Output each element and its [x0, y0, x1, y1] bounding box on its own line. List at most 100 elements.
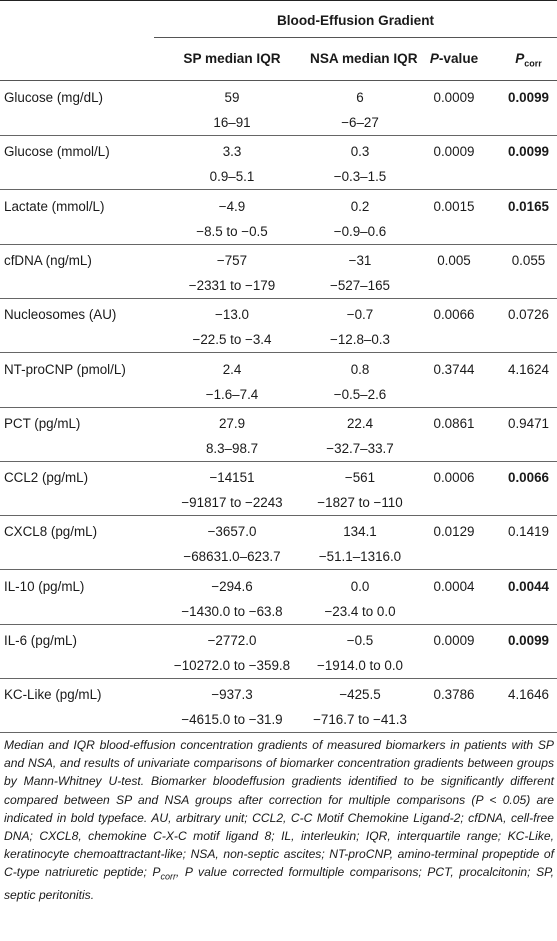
table-footnote: Median and IQR blood-effusion concentrat… [4, 738, 555, 903]
row-label: IL-10 (pg/mL) [4, 578, 85, 594]
row-label: Glucose (mmol/L) [4, 144, 110, 160]
group-header: Blood-Effusion Gradient [276, 13, 435, 28]
row-label: PCT (pg/mL) [4, 415, 81, 431]
table-row: Lactate (mmol/L) −4.9 −8.5 to −0.5 0.2 −0.9–… [0, 191, 557, 245]
p-corr: 4.1646 [508, 687, 549, 703]
nsa-median: −31 [348, 252, 372, 268]
sp-iqr: 0.9–5.1 [209, 169, 255, 185]
nsa-median: 134.1 [343, 524, 377, 540]
p-corr: 0.1419 [508, 524, 549, 540]
row-label: Nucleosomes (AU) [4, 307, 117, 323]
table-row: KC-Like (pg/mL) −937.3 −4615.0 to −31.9 −42… [0, 679, 557, 734]
p-value: 0.0015 [433, 198, 475, 214]
sp-median: 27.9 [218, 415, 246, 431]
nsa-median: −561 [344, 470, 376, 486]
column-header-p-value: P-value [429, 51, 479, 66]
sp-median: −3657.0 [207, 524, 257, 540]
p-corr: 0.0099 [508, 633, 549, 648]
p-value: 0.0861 [433, 415, 475, 431]
row-rule [0, 352, 557, 354]
nsa-iqr: −23.4 to 0.0 [324, 603, 396, 619]
nsa-median: 0.8 [350, 361, 370, 377]
row-rule [0, 297, 557, 299]
p-value: 0.0009 [433, 90, 475, 105]
p-value: 0.0009 [433, 633, 475, 648]
p-corr: 0.9471 [508, 415, 549, 431]
nsa-iqr: −527–165 [330, 277, 390, 293]
row-label: CXCL8 (pg/mL) [4, 524, 98, 540]
p-value: 0.3786 [433, 687, 475, 703]
nsa-median: 0.3 [350, 144, 370, 160]
p-value: 0.0004 [433, 578, 475, 594]
sp-median: 59 [224, 90, 240, 105]
row-rule [0, 135, 557, 136]
row-label: Glucose (mg/dL) [4, 90, 103, 105]
table-row: PCT (pg/mL) 27.9 8.3–98.7 22.4 −32.7–33.7 0.0… [0, 408, 557, 462]
sp-iqr: −8.5 to −0.5 [196, 223, 268, 239]
p-value: 0.005 [437, 252, 471, 268]
p-corr: 0.0165 [508, 198, 549, 214]
row-label: IL-6 (pg/mL) [4, 633, 77, 648]
p-corr: 0.0726 [508, 307, 549, 323]
nsa-iqr: −0.9–0.6 [333, 223, 387, 239]
row-rule [0, 406, 557, 408]
nsa-iqr: −716.7 to −41.3 [313, 712, 407, 728]
p-corr: 0.055 [511, 252, 546, 268]
sp-median: −14151 [209, 470, 255, 486]
p-value: 0.0066 [433, 307, 475, 323]
sp-iqr: −22.5 to −3.4 [192, 332, 272, 348]
row-label: cfDNA (ng/mL) [4, 252, 92, 268]
p-corr: 4.1624 [508, 361, 549, 377]
sp-median: −4.9 [218, 198, 246, 214]
row-rule [0, 732, 557, 734]
sp-iqr: −1430.0 to −63.8 [181, 603, 283, 619]
table-row: cfDNA (ng/mL) −757 −2331 to −179 −31 −527–16… [0, 245, 557, 299]
nsa-median: 0.0 [350, 578, 370, 594]
nsa-iqr: −6–27 [341, 115, 379, 130]
column-header-sp: SP median IQR [183, 51, 281, 66]
nsa-median: 0.2 [350, 198, 370, 214]
row-rule [0, 569, 557, 571]
sp-median: −13.0 [215, 307, 249, 323]
p-corr: 0.0066 [508, 470, 549, 486]
sp-median: −757 [216, 252, 248, 268]
row-rule [0, 460, 557, 462]
table-row: CXCL8 (pg/mL) −3657.0 −68631.0–623.7 134.1 −… [0, 516, 557, 571]
nsa-median: −425.5 [339, 687, 381, 703]
sp-median: −2772.0 [207, 633, 257, 648]
p-value: 0.3744 [433, 361, 475, 377]
table-top-rule [0, 0, 557, 1]
sp-iqr: 8.3–98.7 [205, 440, 259, 456]
header-bottom-rule [0, 80, 557, 81]
nsa-median: −0.7 [346, 307, 374, 323]
p-corr: 0.0044 [508, 578, 549, 594]
p-value: 0.0129 [433, 524, 475, 540]
nsa-iqr: −1914.0 to 0.0 [317, 658, 403, 673]
row-rule [0, 189, 557, 191]
sp-iqr: −1.6–7.4 [205, 386, 259, 402]
table-row: Glucose (mmol/L) 3.3 0.9–5.1 0.3 −0.3–1.5 0.0… [0, 136, 557, 191]
nsa-iqr: −12.8–0.3 [330, 332, 390, 348]
sp-iqr: 16–91 [213, 115, 251, 130]
row-rule [0, 678, 557, 679]
p-corr: 0.0099 [508, 144, 549, 160]
row-label: CCL2 (pg/mL) [4, 470, 89, 486]
sp-iqr: −68631.0–623.7 [183, 549, 281, 565]
nsa-iqr: −32.7–33.7 [326, 440, 394, 456]
table-row: Glucose (mg/dL) 59 16–91 6 −6–27 0.0009 0.0099 [0, 82, 557, 136]
p-corr: 0.0099 [508, 90, 549, 105]
nsa-iqr: −51.1–1316.0 [318, 549, 402, 565]
nsa-median: −0.5 [346, 633, 374, 648]
sp-median: −937.3 [211, 687, 253, 703]
row-rule [0, 515, 557, 517]
p-value: 0.0009 [433, 144, 475, 160]
nsa-iqr: −0.3–1.5 [333, 169, 387, 185]
row-label: NT-proCNP (pmol/L) [4, 361, 126, 377]
column-header-nsa: NSA median IQR [310, 51, 418, 66]
nsa-iqr: −0.5–2.6 [333, 386, 387, 402]
nsa-median: 6 [356, 90, 364, 105]
table-row: IL-6 (pg/mL) −2772.0 −10272.0 to −359.8 −0.… [0, 625, 557, 679]
sp-median: 2.4 [222, 361, 242, 377]
sp-iqr: −10272.0 to −359.8 [173, 658, 291, 673]
group-header-rule [154, 37, 557, 38]
